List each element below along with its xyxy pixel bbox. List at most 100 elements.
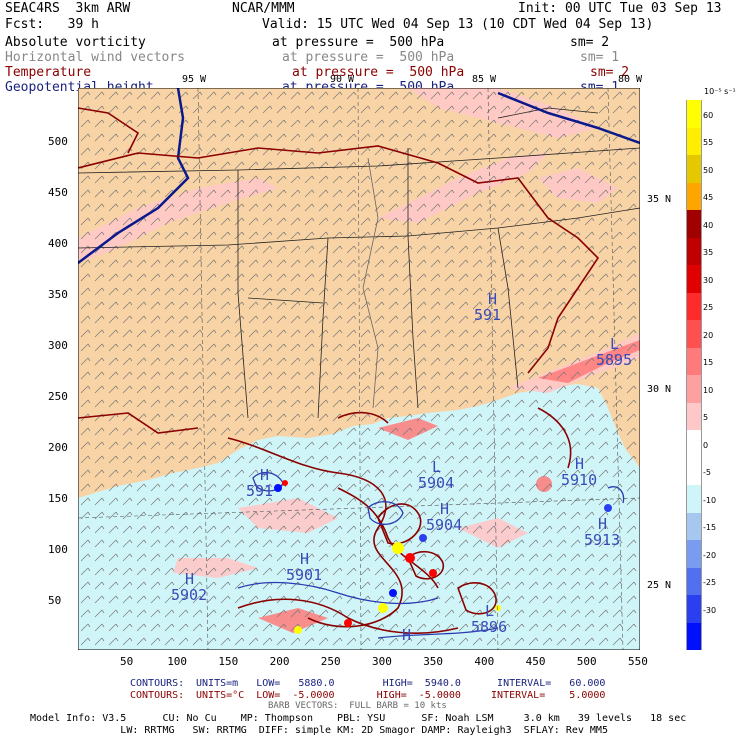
colorbar-segment (686, 347, 702, 375)
river-line (78, 88, 190, 264)
field-3-name: Temperature (5, 65, 92, 80)
pressure-center-type: H (300, 550, 310, 568)
colorbar-segment (686, 430, 702, 458)
colorbar-segment (686, 512, 702, 540)
pressure-center-type: H (598, 515, 608, 533)
colorbar-segment (686, 567, 702, 595)
colorbar-segment (686, 375, 702, 403)
colorbar-label: 35 (703, 248, 714, 258)
footer-barb-info: BARB VECTORS: FULL BARB = 10 kts (268, 701, 447, 711)
colorbar-label: 0 (703, 440, 709, 450)
colorbar-label: 5 (703, 413, 709, 423)
lat-lon-grid (78, 88, 640, 650)
footer-contours-height: UNITS=m LOW= 5880.0 HIGH= 5940.0 INTERVA… (190, 678, 606, 689)
lat-label-30n: 30 N (647, 384, 672, 395)
footer-model-info-1: Model Info: V3.5 CU: No Cu MP: Thompson … (30, 713, 687, 724)
lon-label-80w: 80 W (618, 74, 643, 85)
y-tick-label: 200 (48, 441, 68, 454)
colorbar-label: 10 (703, 385, 714, 395)
field-3-level: at pressure = 500 hPa (292, 65, 465, 80)
lat-label-25n: 25 N (647, 580, 672, 591)
lon-label-95w: 95 W (182, 74, 207, 85)
center-name: NCAR/MMM (232, 1, 295, 16)
pressure-center-type: L (432, 458, 442, 476)
colorbar-segment (686, 540, 702, 568)
pressure-center-value: 5904 (426, 516, 463, 534)
colorbar-label: -10 (703, 495, 717, 505)
colorbar-label: 55 (703, 138, 714, 148)
y-tick-label: 300 (48, 339, 68, 352)
pressure-center-value: 5913 (584, 531, 621, 549)
colorbar-label: 45 (703, 193, 714, 203)
colorbar-label: 20 (703, 330, 714, 340)
colorbar-segment (686, 485, 702, 513)
colorbar-segment (686, 265, 702, 293)
x-tick-label: 550 (628, 655, 648, 668)
forecast-hour: Fcst: 39 h (5, 17, 99, 32)
x-tick-label: 400 (474, 655, 495, 668)
pressure-center-value: 5901 (286, 566, 323, 584)
river-line-east (497, 91, 640, 145)
mississippi-river (362, 157, 379, 409)
run-title: SEAC4RS 3km ARW (5, 1, 131, 16)
forecast-map (78, 88, 640, 650)
field-1-name: Absolute vorticity (5, 35, 146, 50)
y-tick-label: 150 (48, 492, 68, 505)
height-contours (237, 471, 625, 639)
x-tick-label: 100 (167, 655, 188, 668)
x-tick-label: 450 (525, 655, 546, 668)
x-tick-label: 50 (120, 655, 134, 668)
colorbar-label: 60 (703, 110, 714, 120)
field-2-smooth: sm= 1 (580, 50, 620, 65)
field-3-smooth: sm= 2 (590, 65, 630, 80)
x-tick-label: 250 (320, 655, 341, 668)
colorbar-segment (686, 622, 702, 650)
convective-cells (274, 480, 612, 634)
x-tick-label: 500 (576, 655, 597, 668)
colorbar-label: -15 (703, 523, 717, 533)
y-tick-label: 250 (48, 390, 68, 403)
pressure-center-type: H (575, 455, 585, 473)
y-tick-label: 100 (48, 543, 68, 556)
colorbar-segment (686, 127, 702, 155)
pressure-center-value: 5904 (418, 474, 455, 492)
colorbar-label: -5 (703, 468, 711, 478)
colorbar-segment (686, 100, 702, 128)
colorbar-label: 25 (703, 303, 714, 313)
colorbar-segment (686, 402, 702, 430)
colorbar-label: -20 (703, 550, 717, 560)
colorbar-segment (686, 237, 702, 265)
footer-contours-temp: UNITS=°C LOW= -5.0000 HIGH= -5.0000 INTE… (190, 690, 606, 701)
field-1-smooth: sm= 2 (570, 35, 610, 50)
pressure-center-value: 5896 (471, 618, 508, 636)
colorbar-segment (686, 320, 702, 348)
colorbar-segment (686, 457, 702, 485)
colorbar-label: 40 (703, 220, 714, 230)
pressure-center-type: H (185, 570, 195, 588)
x-tick-label: 200 (269, 655, 290, 668)
footer-model-info-2: LW: RRTMG SW: RRTMG DIFF: simple KM: 2D … (30, 725, 608, 736)
colorbar-segment (686, 210, 702, 238)
pressure-center-value: 5910 (561, 471, 598, 489)
footer-contours-height-label: CONTOURS: (130, 678, 185, 689)
field-2-name: Horizontal wind vectors (5, 50, 186, 65)
lon-label-90w: 90 W (330, 74, 355, 85)
colorbar-label: -30 (703, 605, 717, 615)
colorbar-label: 15 (703, 358, 714, 368)
y-tick-label: 500 (48, 135, 68, 148)
pressure-center-value: 5902 (171, 586, 208, 604)
pressure-center-type: H (488, 290, 498, 308)
pressure-center-type: L (485, 602, 495, 620)
lon-label-85w: 85 W (472, 74, 497, 85)
init-time: Init: 00 UTC Tue 03 Sep 13 (518, 1, 722, 16)
y-tick-label: 450 (48, 186, 68, 199)
wind-barbs (78, 88, 640, 650)
y-tick-label: 350 (48, 288, 68, 301)
colorbar-segment (686, 292, 702, 320)
temperature-contours (78, 107, 600, 634)
pressure-center-value: 5895 (596, 351, 633, 369)
pressure-center-value: 591 (474, 306, 502, 324)
x-tick-label: 150 (218, 655, 239, 668)
pressure-center-type: L (610, 335, 620, 353)
pressure-center-type: H (260, 466, 270, 484)
